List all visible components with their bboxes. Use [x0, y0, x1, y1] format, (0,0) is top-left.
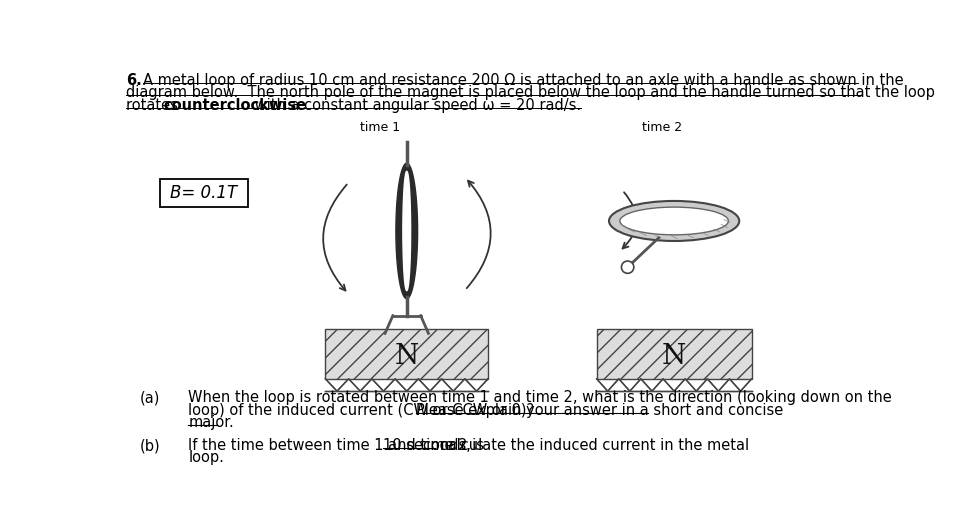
- Text: Please explain your answer in a short and concise: Please explain your answer in a short an…: [416, 403, 783, 418]
- Text: counterclockwise: counterclockwise: [163, 98, 306, 113]
- Ellipse shape: [620, 207, 729, 235]
- Text: major.: major.: [188, 415, 234, 430]
- Text: loop.: loop.: [188, 450, 224, 466]
- Text: loop) of the induced current (CW or CCW or 0)?: loop) of the induced current (CW or CCW …: [188, 403, 543, 418]
- Text: A metal loop of radius 10 cm and resistance 200 Ω is attached to an axle with a : A metal loop of radius 10 cm and resista…: [143, 73, 904, 88]
- Ellipse shape: [609, 201, 739, 241]
- Text: (a): (a): [139, 390, 159, 406]
- Text: When the loop is rotated between time 1 and time 2, what is the direction (looki: When the loop is rotated between time 1 …: [188, 390, 892, 406]
- Text: with a constant angular speed ω = 20 rad/s.: with a constant angular speed ω = 20 rad…: [250, 98, 581, 113]
- Text: (b): (b): [139, 438, 160, 453]
- Polygon shape: [325, 379, 488, 391]
- FancyBboxPatch shape: [159, 179, 248, 207]
- Polygon shape: [596, 379, 752, 391]
- Text: 6.: 6.: [126, 73, 142, 88]
- Text: If the time between time 1 and time 2 is: If the time between time 1 and time 2 is: [188, 438, 489, 453]
- Text: B= 0.1T: B= 0.1T: [170, 184, 237, 203]
- Text: time 2: time 2: [642, 121, 683, 134]
- Text: rotates: rotates: [126, 98, 182, 113]
- Bar: [325, 329, 488, 379]
- Polygon shape: [396, 163, 418, 299]
- Circle shape: [621, 261, 634, 274]
- Text: N: N: [662, 343, 686, 370]
- Text: time 1: time 1: [360, 121, 399, 134]
- Polygon shape: [403, 171, 411, 290]
- Text: N: N: [395, 343, 419, 370]
- Bar: [596, 329, 752, 379]
- Text: calculate the induced current in the metal: calculate the induced current in the met…: [435, 438, 749, 453]
- Text: diagram below.  The north pole of the magnet is placed below the loop and the ha: diagram below. The north pole of the mag…: [126, 85, 935, 100]
- Text: 10 seconds,: 10 seconds,: [383, 438, 470, 453]
